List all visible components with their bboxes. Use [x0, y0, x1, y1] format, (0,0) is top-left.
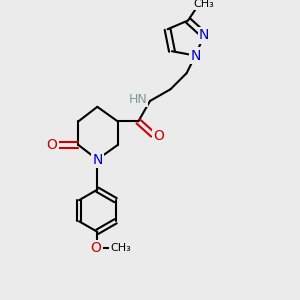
Text: O: O	[153, 129, 164, 143]
Text: HN: HN	[128, 93, 147, 106]
Text: O: O	[46, 138, 57, 152]
Text: O: O	[90, 241, 101, 255]
Text: N: N	[190, 49, 201, 63]
Text: N: N	[92, 152, 103, 167]
Text: CH₃: CH₃	[193, 0, 214, 9]
Text: CH₃: CH₃	[110, 243, 131, 253]
Text: N: N	[199, 28, 209, 42]
